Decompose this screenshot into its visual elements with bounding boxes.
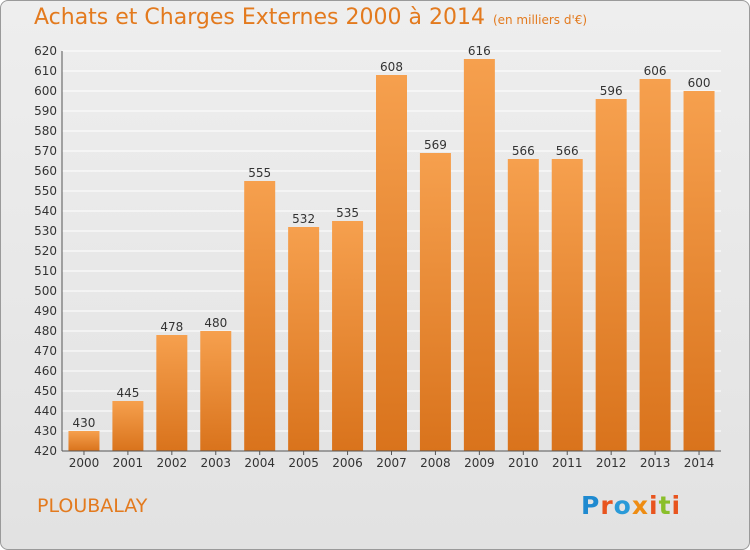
bar [463, 59, 495, 451]
bar [639, 79, 671, 451]
chart-subtitle: (en milliers d'€) [492, 13, 588, 27]
y-tick-label: 620 [34, 44, 57, 58]
bar [68, 431, 100, 451]
bar [156, 335, 188, 451]
x-tick-label: 2012 [596, 456, 627, 470]
bar-value-label: 535 [336, 206, 359, 220]
y-tick-label: 430 [34, 424, 57, 438]
x-tick-label: 2011 [552, 456, 583, 470]
chart-title-text: Achats et Charges Externes 2000 à 2014 [34, 5, 485, 30]
bar-value-label: 555 [248, 166, 271, 180]
bar-value-label: 616 [468, 44, 491, 58]
y-tick-label: 490 [34, 304, 57, 318]
bar [507, 159, 539, 451]
bar-value-label: 480 [204, 316, 227, 330]
bar-value-label: 569 [424, 138, 447, 152]
bar-value-label: 532 [292, 212, 315, 226]
proxiti-logo[interactable]: Proxiti [581, 491, 681, 520]
y-tick-label: 510 [34, 264, 57, 278]
x-tick-label: 2009 [464, 456, 495, 470]
y-tick-label: 480 [34, 324, 57, 338]
y-tick-label: 540 [34, 204, 57, 218]
x-tick-label: 2006 [332, 456, 363, 470]
x-tick-label: 2008 [420, 456, 451, 470]
y-tick-label: 600 [34, 84, 57, 98]
bar-value-label: 445 [116, 386, 139, 400]
y-tick-label: 500 [34, 284, 57, 298]
y-tick-label: 590 [34, 104, 57, 118]
y-tick-label: 530 [34, 224, 57, 238]
bar [376, 75, 407, 451]
axes: 420 430 440 450 460 470 480 490 500 510 520 530 540 5… [34, 44, 721, 470]
x-tick-label: 2003 [200, 456, 231, 470]
bar-value-label: 608 [380, 60, 403, 74]
bar [419, 153, 451, 451]
bar-value-label: 566 [556, 144, 579, 158]
x-tick-label: 2000 [69, 456, 100, 470]
y-tick-label: 570 [34, 144, 57, 158]
logo-letter: i [671, 491, 682, 520]
commune-name: PLOUBALAY [37, 495, 148, 517]
y-tick-label: 580 [34, 124, 57, 138]
bar-value-label: 430 [73, 416, 96, 430]
chart-title: Achats et Charges Externes 2000 à 2014 (e… [34, 5, 587, 30]
bar [683, 91, 715, 451]
logo-letter: t [658, 491, 672, 520]
bar [595, 99, 627, 451]
y-tick-label: 550 [34, 184, 57, 198]
y-tick-label: 610 [34, 64, 57, 78]
y-tick-label: 450 [34, 384, 57, 398]
y-tick-label: 560 [34, 164, 57, 178]
x-tick-label: 2013 [640, 456, 671, 470]
x-tick-label: 2014 [684, 456, 715, 470]
y-tick-label: 470 [34, 344, 57, 358]
x-tick-label: 2004 [244, 456, 275, 470]
bar [112, 401, 144, 451]
bar-value-label: 478 [160, 320, 183, 334]
x-tick-label: 2002 [157, 456, 188, 470]
y-tick-label: 520 [34, 244, 57, 258]
bar-value-label: 596 [600, 84, 623, 98]
bar [244, 181, 276, 451]
y-tick-label: 440 [34, 404, 57, 418]
y-tick-label: 460 [34, 364, 57, 378]
logo-letter: i [649, 491, 659, 520]
bar [200, 331, 232, 451]
x-tick-label: 2007 [376, 456, 407, 470]
bar [288, 227, 320, 451]
logo-letter: r [600, 491, 614, 520]
logo-letter: P [581, 491, 601, 520]
bar [551, 159, 583, 451]
logo-letter: x [631, 491, 649, 520]
bar-value-label: 606 [644, 64, 667, 78]
bars [68, 59, 715, 451]
x-tick-label: 2005 [288, 456, 319, 470]
x-tick-label: 2001 [113, 456, 144, 470]
y-tick-label: 420 [34, 444, 57, 458]
x-tick-label: 2010 [508, 456, 539, 470]
logo-letter: o [613, 491, 632, 520]
bar-value-label: 566 [512, 144, 535, 158]
bar-value-label: 600 [688, 76, 711, 90]
bar [332, 221, 364, 451]
